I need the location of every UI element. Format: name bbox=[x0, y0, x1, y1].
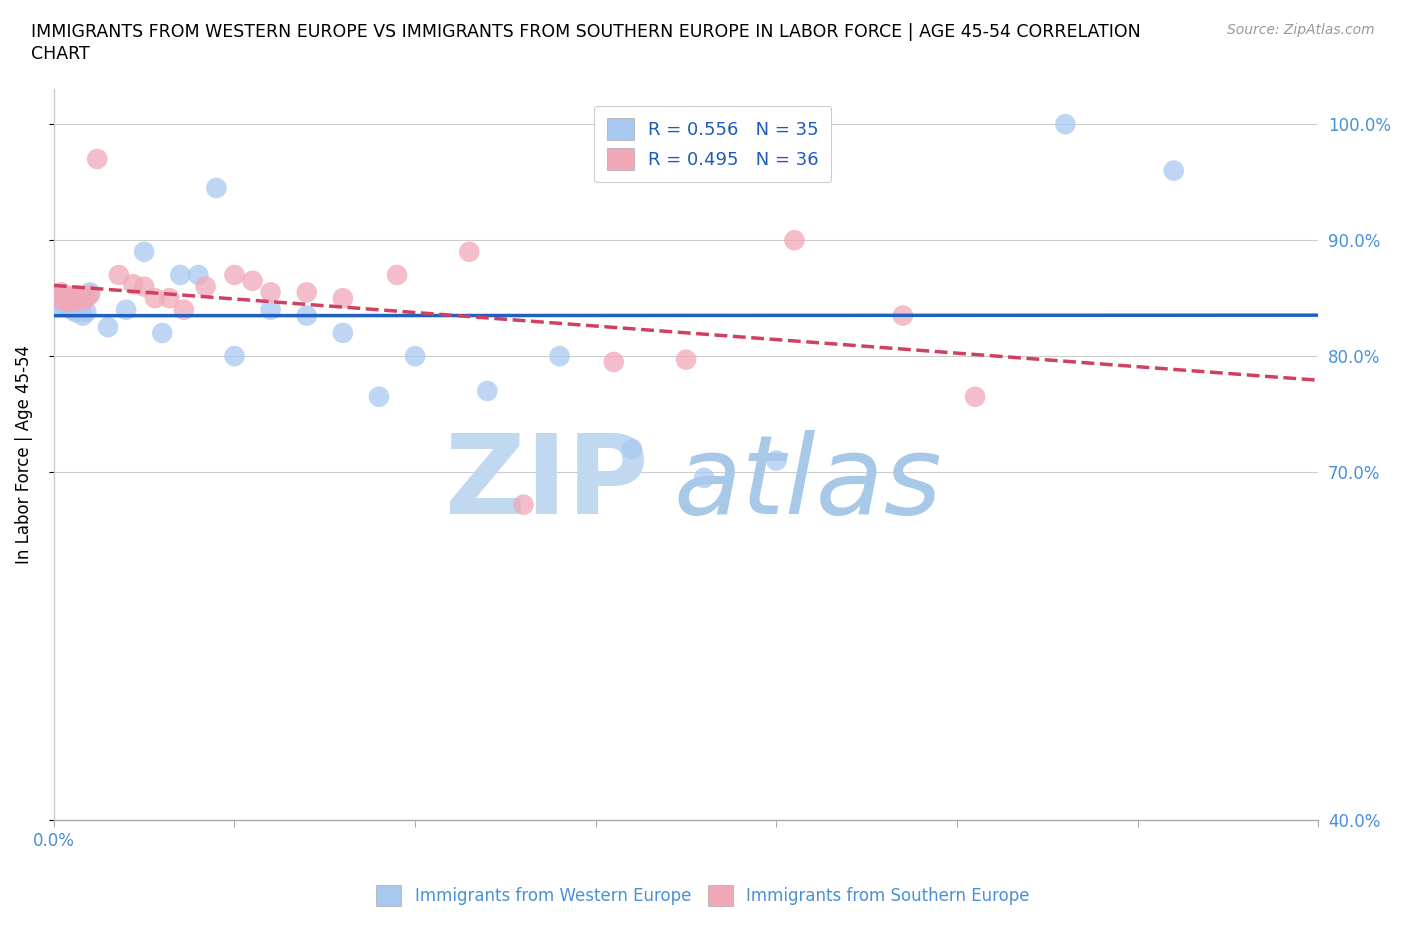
Point bbox=[205, 180, 228, 195]
Point bbox=[332, 291, 354, 306]
Point bbox=[122, 277, 145, 292]
Point bbox=[477, 383, 499, 398]
Point bbox=[332, 326, 354, 340]
Point bbox=[187, 268, 209, 283]
Point bbox=[295, 308, 318, 323]
Point bbox=[60, 293, 83, 308]
Point bbox=[295, 285, 318, 299]
Point bbox=[675, 352, 697, 367]
Point bbox=[53, 293, 76, 308]
Point bbox=[108, 268, 131, 283]
Y-axis label: In Labor Force | Age 45-54: In Labor Force | Age 45-54 bbox=[15, 345, 32, 565]
Point bbox=[169, 268, 191, 283]
Point bbox=[512, 498, 534, 512]
Point bbox=[49, 288, 72, 303]
Point bbox=[134, 245, 156, 259]
Point bbox=[548, 349, 571, 364]
Point bbox=[224, 268, 246, 283]
Point bbox=[1054, 117, 1077, 132]
Point bbox=[58, 294, 80, 309]
Point bbox=[603, 354, 626, 369]
Point bbox=[150, 326, 173, 340]
Point bbox=[242, 273, 264, 288]
Point bbox=[49, 285, 72, 299]
Point bbox=[143, 291, 166, 306]
Point bbox=[259, 302, 281, 317]
Point bbox=[458, 245, 481, 259]
Point bbox=[693, 471, 716, 485]
Point bbox=[65, 288, 87, 303]
Point bbox=[75, 305, 97, 320]
Legend: R = 0.556   N = 35, R = 0.495   N = 36: R = 0.556 N = 35, R = 0.495 N = 36 bbox=[593, 106, 831, 182]
Point bbox=[60, 288, 83, 303]
Point bbox=[259, 285, 281, 299]
Point bbox=[49, 293, 72, 308]
Point bbox=[385, 268, 408, 283]
Point bbox=[65, 293, 87, 308]
Point bbox=[72, 293, 94, 308]
Point bbox=[53, 294, 76, 309]
Text: CHART: CHART bbox=[31, 45, 90, 62]
Point bbox=[67, 302, 90, 317]
Point bbox=[60, 299, 83, 313]
Point bbox=[224, 349, 246, 364]
Point bbox=[79, 285, 101, 299]
Point bbox=[65, 305, 87, 320]
Point bbox=[86, 152, 108, 166]
Point bbox=[765, 453, 787, 468]
Point bbox=[97, 320, 120, 335]
Text: ZIP: ZIP bbox=[444, 431, 648, 538]
Point bbox=[58, 291, 80, 306]
Point bbox=[194, 279, 217, 294]
Point bbox=[134, 279, 156, 294]
Point bbox=[72, 308, 94, 323]
Point bbox=[46, 297, 69, 312]
Point bbox=[620, 442, 643, 457]
Point bbox=[58, 300, 80, 315]
Point bbox=[53, 299, 76, 313]
Point bbox=[1163, 163, 1185, 178]
Point bbox=[53, 288, 76, 303]
Point bbox=[60, 302, 83, 317]
Point bbox=[46, 291, 69, 306]
Point bbox=[783, 232, 806, 247]
Point bbox=[115, 302, 138, 317]
Text: Source: ZipAtlas.com: Source: ZipAtlas.com bbox=[1227, 23, 1375, 37]
Point bbox=[75, 291, 97, 306]
Point bbox=[65, 302, 87, 317]
Point bbox=[173, 302, 195, 317]
Point bbox=[368, 390, 391, 405]
Point bbox=[79, 287, 101, 302]
Point bbox=[965, 390, 987, 405]
Point bbox=[159, 291, 181, 306]
Point bbox=[67, 291, 90, 306]
Point bbox=[891, 308, 914, 323]
Point bbox=[58, 297, 80, 312]
Point bbox=[404, 349, 426, 364]
Point bbox=[49, 291, 72, 306]
Text: IMMIGRANTS FROM WESTERN EUROPE VS IMMIGRANTS FROM SOUTHERN EUROPE IN LABOR FORCE: IMMIGRANTS FROM WESTERN EUROPE VS IMMIGR… bbox=[31, 23, 1140, 41]
Text: atlas: atlas bbox=[673, 431, 942, 538]
Legend: Immigrants from Western Europe, Immigrants from Southern Europe: Immigrants from Western Europe, Immigran… bbox=[370, 879, 1036, 912]
